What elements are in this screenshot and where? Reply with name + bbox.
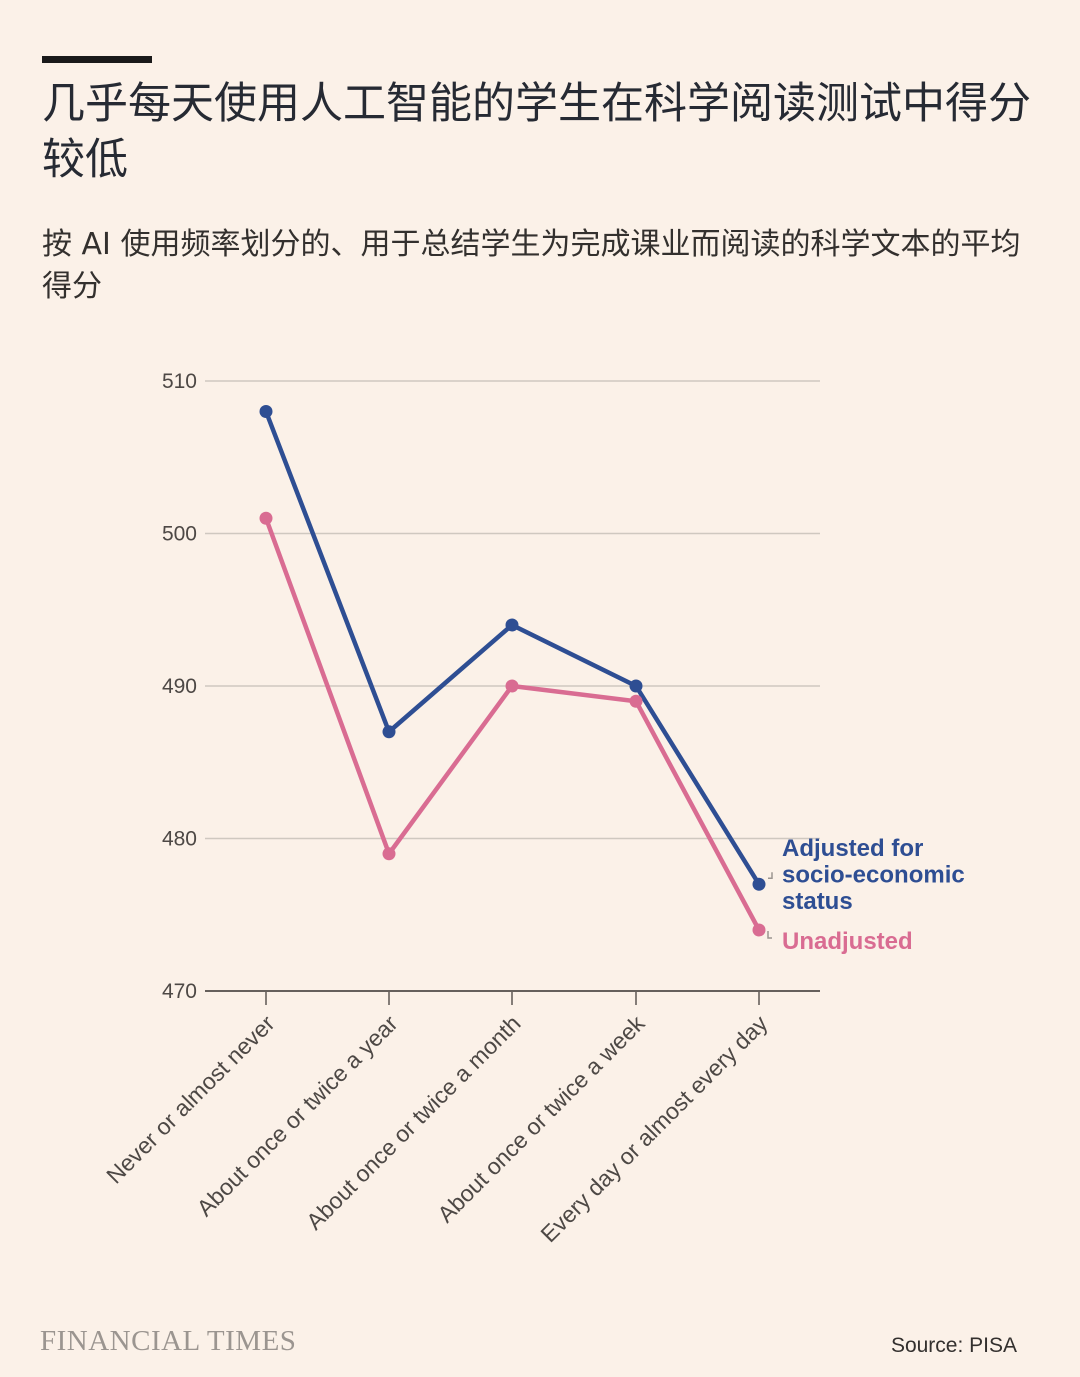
series-line-0 <box>263 410 761 886</box>
series-label: status <box>782 888 853 915</box>
y-tick-label: 510 <box>162 370 197 393</box>
chart-subtitle: 按 AI 使用频率划分的、用于总结学生为完成课业而阅读的科学文本的平均得分 <box>42 227 1021 304</box>
data-point <box>259 511 273 525</box>
ft-logo: FINANCIAL TIMES <box>40 1325 297 1357</box>
label-connector <box>767 931 772 939</box>
data-point <box>752 923 766 937</box>
series-label: socio-economic <box>782 862 965 889</box>
y-axis-ticks: 510 500 490 480 470 <box>162 370 197 1003</box>
line-chart: 510 500 490 480 470 Never or almost neverAbo… <box>101 370 965 1247</box>
data-point <box>505 618 519 632</box>
title-rule <box>42 56 152 63</box>
data-point <box>505 679 519 693</box>
series-line-1 <box>263 517 761 932</box>
data-point <box>752 877 766 891</box>
data-point <box>629 694 643 708</box>
x-tick-label: About once or twice a month <box>301 1010 526 1235</box>
label-connector <box>768 872 773 879</box>
x-tick-label: About once or twice a year <box>192 1010 403 1221</box>
data-point <box>382 847 396 861</box>
series-label: Adjusted for <box>782 835 923 862</box>
data-point <box>382 725 396 739</box>
y-tick-label: 480 <box>162 828 197 851</box>
x-tick-label: About once or twice a week <box>432 1010 650 1228</box>
chart-title: 几乎每天使用人工智能的学生在科学阅读测试中得分较低 <box>42 79 1031 185</box>
y-tick-label: 500 <box>162 523 197 546</box>
source-note: Source: PISA <box>890 1334 1017 1357</box>
series-label: Unadjusted <box>782 928 913 955</box>
data-point <box>629 679 643 693</box>
data-point <box>259 405 273 418</box>
series-lines <box>259 405 766 937</box>
y-tick-label: 470 <box>162 980 197 1003</box>
y-tick-label: 490 <box>162 675 197 698</box>
x-tick-label: Every day or almost every day <box>535 1010 772 1247</box>
